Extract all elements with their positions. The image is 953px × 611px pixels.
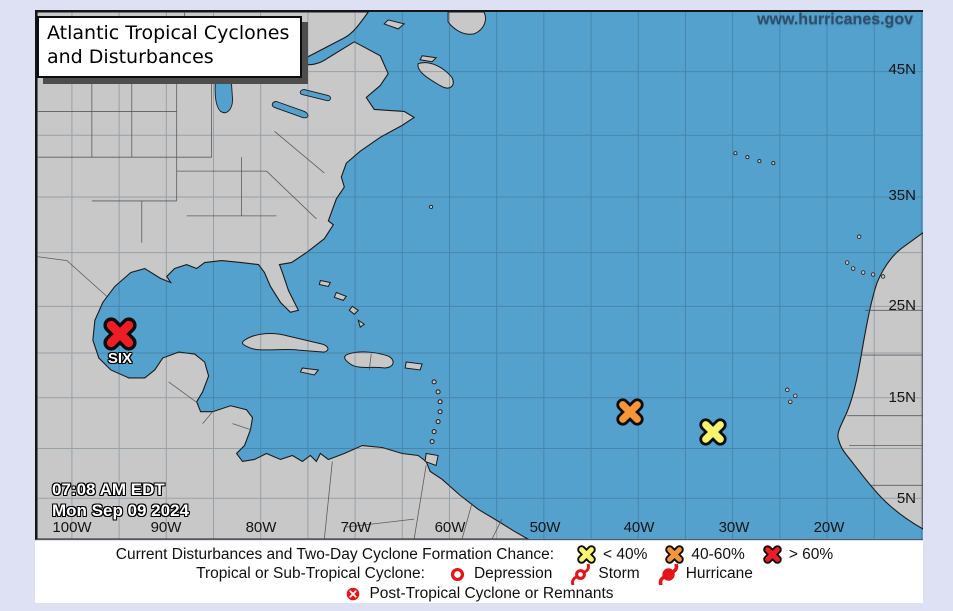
- disturbance-marker-40-60[interactable]: [616, 398, 644, 426]
- legend-item-gt60: > 60%: [763, 545, 833, 564]
- hurricanes-gov-watermark: www.hurricanes.gov: [757, 11, 913, 28]
- x-orange-icon: [665, 545, 685, 564]
- atlantic-islands: [429, 151, 886, 404]
- timestamp-time: 07:08 AM EDT: [52, 480, 165, 499]
- lon-label-80w: 80W: [245, 519, 277, 536]
- legend-item-post-tropical: Post-Tropical Cyclone or Remnants: [344, 584, 614, 603]
- legend-label-40-60: 40-60%: [691, 545, 745, 563]
- legend-item-storm: Storm: [570, 563, 640, 585]
- legend-row-disturbances: Current Disturbances and Two-Day Cyclone…: [116, 545, 842, 564]
- legend-label-post-tropical: Post-Tropical Cyclone or Remnants: [369, 584, 614, 602]
- tropical-storm-icon: [570, 563, 591, 585]
- lat-label-45n: 45N: [888, 61, 916, 78]
- lat-label-35n: 35N: [888, 187, 916, 204]
- graticule: [37, 12, 923, 539]
- legend-row-cyclones: Tropical or Sub-Tropical Cyclone: Depres…: [196, 563, 762, 585]
- legend-item-lt40: < 40%: [577, 545, 647, 564]
- depression-icon: [448, 565, 467, 584]
- atlantic-basin-map[interactable]: 100W 90W 80W 70W 60W 50W 40W 30W 20W 45N…: [35, 10, 923, 540]
- map-title: Atlantic Tropical Cyclones and Disturban…: [37, 16, 303, 78]
- legend-item-40-60: 40-60%: [665, 545, 745, 564]
- legend-cyclone-caption: Tropical or Sub-Tropical Cyclone:: [196, 565, 425, 582]
- post-tropical-icon: [344, 585, 362, 603]
- legend-label-depression: Depression: [473, 565, 553, 582]
- legend-label-hurricane: Hurricane: [685, 565, 753, 582]
- lat-label-15n: 15N: [888, 389, 916, 406]
- legend-label-gt60: > 60%: [788, 545, 834, 563]
- legend-item-depression: Depression: [448, 565, 552, 584]
- x-yellow-icon: [577, 545, 596, 564]
- map-title-line2: and Disturbances: [47, 46, 214, 69]
- disturbance-marker-six[interactable]: [103, 317, 137, 351]
- caribbean-islands: [242, 279, 443, 467]
- lon-label-70w: 70W: [340, 519, 372, 536]
- landmass-americas: [37, 12, 923, 539]
- lon-label-60w: 60W: [434, 519, 466, 536]
- hurricane-icon: [658, 563, 679, 585]
- map-legend: Current Disturbances and Two-Day Cyclone…: [35, 541, 923, 603]
- map-title-line1: Atlantic Tropical Cyclones: [47, 22, 290, 44]
- timestamp-date: Mon Sep 09 2024: [52, 501, 190, 520]
- lon-label-40w: 40W: [623, 519, 655, 536]
- landmass-africa: [837, 232, 923, 530]
- lat-label-25n: 25N: [888, 297, 916, 314]
- basemap-svg: [37, 12, 923, 539]
- disturbance-marker-lt40[interactable]: [699, 418, 727, 446]
- lon-label-20w: 20W: [813, 519, 845, 536]
- legend-label-storm: Storm: [598, 565, 640, 582]
- lon-label-90w: 90W: [150, 519, 182, 536]
- legend-label-lt40: < 40%: [603, 545, 648, 563]
- legend-disturbance-caption: Current Disturbances and Two-Day Cyclone…: [115, 545, 554, 563]
- map-timestamp: 07:08 AM EDT Mon Sep 09 2024: [52, 479, 189, 521]
- lat-label-5n: 5N: [896, 490, 916, 507]
- legend-row-post-tropical: Post-Tropical Cyclone or Remnants: [335, 584, 622, 603]
- lon-label-50w: 50W: [529, 519, 561, 536]
- x-red-icon: [763, 545, 782, 564]
- lon-label-100w: 100W: [52, 519, 92, 536]
- lon-label-30w: 30W: [718, 519, 750, 536]
- legend-item-hurricane: Hurricane: [658, 563, 753, 585]
- storm-name-six: SIX: [107, 350, 133, 367]
